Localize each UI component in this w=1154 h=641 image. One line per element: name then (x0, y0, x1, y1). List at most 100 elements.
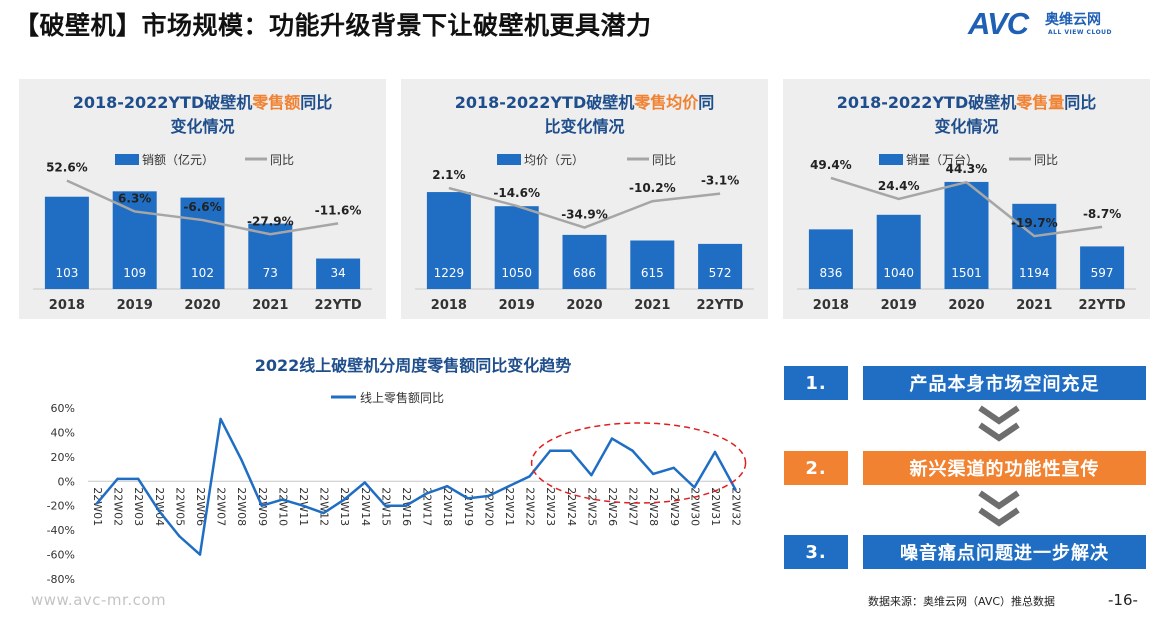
yoy-label: -10.2% (629, 181, 676, 195)
yoy-label: 49.4% (810, 158, 852, 172)
y-tick-label: 20% (51, 451, 75, 464)
legend-bar-label: 均价（元） (524, 153, 584, 167)
x-tick-label: 22W28 (647, 487, 660, 526)
x-tick-label: 22YTD (1079, 298, 1126, 313)
data-point (466, 497, 469, 500)
bar-value-label: 1229 (434, 266, 465, 280)
x-tick-label: 22W14 (359, 487, 372, 526)
bar-value-label: 34 (330, 266, 345, 280)
data-point (693, 486, 696, 489)
chart-title-suffix: 同比 (1064, 93, 1096, 112)
x-tick-label: 22W29 (668, 487, 681, 526)
yoy-label: 44.3% (946, 162, 988, 176)
y-tick-label: -40% (47, 524, 75, 537)
x-tick-label: 22YTD (697, 298, 744, 313)
bar-value-label: 109 (123, 266, 146, 280)
bar-value-label: 615 (641, 266, 664, 280)
data-point (528, 475, 531, 478)
x-tick-label: 22W05 (173, 487, 186, 526)
legend-bar-swatch (879, 154, 903, 165)
panel-sales-volume: 2018-2022YTD破壁机零售量同比 变化情况 销量（万台） 同比 836 2018 1… (783, 79, 1150, 319)
bar-value-label: 102 (191, 266, 214, 280)
data-point (322, 511, 325, 515)
legend-line-label: 同比 (270, 153, 294, 167)
data-point (95, 502, 99, 505)
chart-title-line2: 变化情况 (170, 117, 234, 136)
data-point (549, 449, 552, 452)
x-tick-label: 2021 (634, 298, 670, 313)
data-point (198, 553, 202, 556)
yoy-label: -14.6% (493, 186, 540, 200)
x-tick-label: 2020 (566, 298, 602, 313)
x-tick-label: 22W21 (503, 487, 516, 526)
bar-value-label: 103 (55, 266, 78, 280)
bar-value-label: 572 (709, 266, 732, 280)
legend-bar-swatch (115, 154, 139, 165)
bar (562, 234, 607, 289)
logo-en: ALL VIEW CLOUD (1048, 29, 1113, 36)
step-2-label: 新兴渠道的功能性宣传 (863, 451, 1146, 485)
chart-title: 2018-2022YTD破壁机零售量同比 (837, 93, 1097, 112)
x-tick-label: 22W04 (153, 487, 166, 526)
x-tick-label: 22W32 (730, 487, 743, 526)
page-number: -16- (1108, 591, 1138, 609)
chart-title-product: 破壁机 (204, 93, 252, 112)
data-point (631, 449, 634, 452)
x-tick-label: 2020 (184, 298, 220, 313)
data-point (384, 504, 387, 507)
chart-title: 2022线上破壁机分周度零售额同比变化趋势 (255, 356, 572, 375)
chevron-down-icon (978, 405, 1020, 442)
data-point (590, 473, 593, 477)
data-point (137, 477, 140, 481)
step-2-number: 2. (784, 451, 848, 485)
data-point (343, 498, 346, 501)
legend-bar-label: 销额（亿元） (142, 152, 214, 167)
bar (630, 240, 675, 289)
avc-logo: AVC 奥维云网 ALL VIEW CLOUD (968, 6, 1144, 46)
bar-value-label: 73 (263, 266, 278, 280)
logo-brand: AVC (968, 6, 1029, 41)
chart-title-product: 破壁机 (586, 93, 634, 112)
bar-value-label: 597 (1091, 266, 1114, 280)
bar (426, 192, 471, 289)
data-point (281, 498, 284, 501)
x-tick-label: 22W13 (338, 487, 351, 526)
yoy-label: -34.9% (561, 208, 608, 222)
data-point (404, 504, 408, 507)
bar-value-label: 1040 (883, 266, 914, 280)
data-point (116, 477, 119, 481)
y-tick-label: 40% (51, 426, 75, 439)
x-tick-label: 22W03 (132, 487, 145, 526)
legend-bar-label: 销量（万台） (906, 152, 978, 167)
x-tick-label: 2018 (431, 298, 467, 313)
data-point (672, 466, 675, 470)
yoy-label: 52.6% (46, 161, 88, 175)
page-title: 【破壁机】市场规模：功能升级背景下让破壁机更具潜力 (14, 11, 652, 40)
x-tick-label: 22W22 (524, 487, 537, 526)
x-tick-label: 2019 (881, 298, 917, 313)
bar (1080, 246, 1125, 289)
x-tick-label: 2018 (49, 298, 85, 313)
chart-title-line2: 比变化情况 (544, 117, 624, 136)
yoy-label: -3.1% (701, 174, 739, 188)
yoy-label: -11.6% (315, 203, 362, 217)
x-tick-label: 22W18 (441, 487, 454, 526)
data-point (569, 449, 572, 452)
data-point (219, 417, 222, 421)
x-tick-label: 2019 (117, 298, 153, 313)
data-point (363, 481, 366, 484)
bar-value-label: 1050 (501, 266, 532, 280)
step-3-number: 3. (784, 535, 848, 569)
bar (44, 196, 89, 289)
step-3-label: 噪音痛点问题进一步解决 (863, 535, 1146, 569)
trend-line (96, 417, 737, 556)
chart-title-prefix: 2018-2022YTD (837, 93, 968, 112)
data-source: 数据来源：奥维云网（AVC）推总数据 (868, 595, 1056, 608)
legend-line-label: 同比 (1034, 153, 1058, 167)
x-tick-label: 22W24 (565, 487, 578, 526)
step-1-number: 1. (784, 366, 848, 400)
yoy-label: 6.3% (118, 191, 151, 205)
data-point (446, 484, 449, 488)
data-point (734, 488, 737, 492)
x-tick-label: 2021 (1016, 298, 1052, 313)
